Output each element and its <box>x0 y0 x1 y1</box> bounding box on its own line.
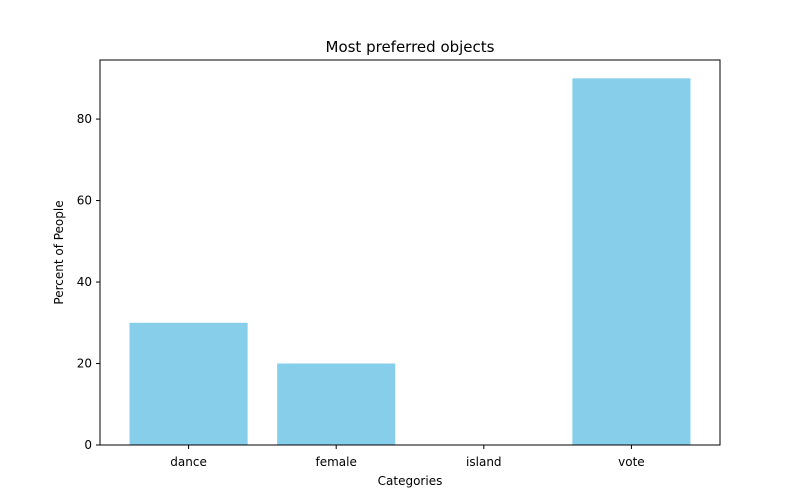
plot-frame <box>99 59 721 446</box>
y-tick-label: 20 <box>77 357 92 371</box>
bar-female <box>277 363 396 445</box>
y-axis-ticks: 0 20 40 60 80 <box>77 112 100 452</box>
bar-vote <box>572 78 691 445</box>
x-tick-label: female <box>316 455 357 469</box>
y-tick-label: 60 <box>77 194 92 208</box>
plot-area <box>129 78 691 445</box>
y-tick-label: 40 <box>77 275 92 289</box>
y-tick-label: 80 <box>77 112 92 126</box>
x-tick-label: vote <box>618 455 645 469</box>
bar-dance <box>129 322 248 445</box>
y-axis-label: Percent of People <box>52 200 66 304</box>
chart-title: Most preferred objects <box>326 38 495 56</box>
x-axis-ticks: dance female island vote <box>170 445 645 469</box>
x-tick-label: island <box>466 455 502 469</box>
x-tick-label: dance <box>170 455 207 469</box>
x-axis-label: Categories <box>378 474 443 488</box>
y-tick-label: 0 <box>84 438 92 452</box>
